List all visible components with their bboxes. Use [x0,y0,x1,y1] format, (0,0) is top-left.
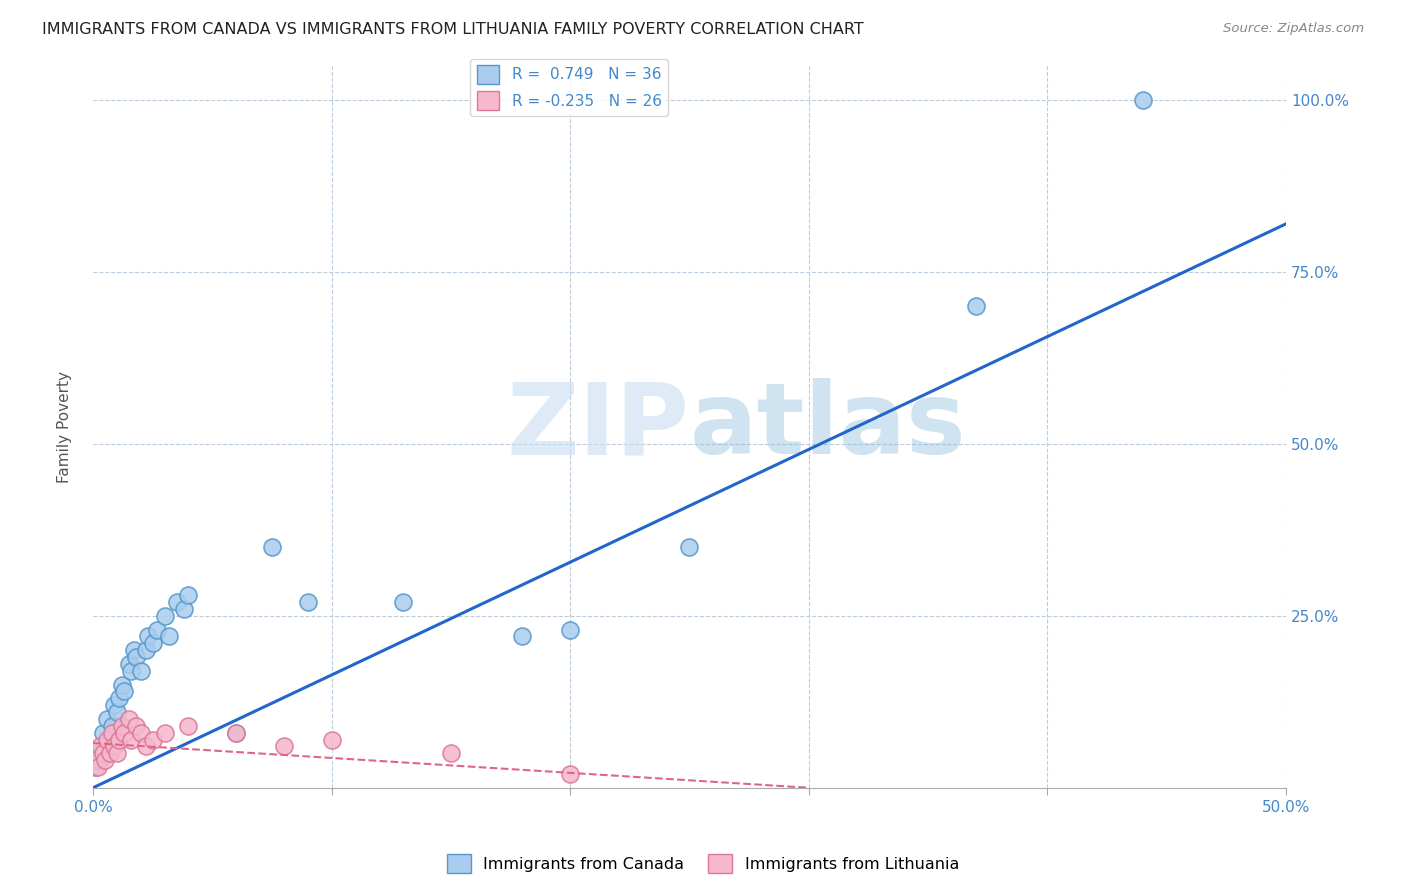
Point [260,540,283,554]
Point [965,299,987,313]
Point [512,630,534,644]
Legend: Immigrants from Canada, Immigrants from Lithuania: Immigrants from Canada, Immigrants from … [440,847,966,880]
Point [136,630,159,644]
Point [118,712,141,726]
Text: Source: ZipAtlas.com: Source: ZipAtlas.com [1223,22,1364,36]
Point [297,595,319,609]
Point [166,595,188,609]
Point [89,753,111,767]
Point [153,725,176,739]
Point [89,739,111,754]
Point [560,623,582,637]
Point [142,732,165,747]
Point [321,732,343,747]
Point [122,643,145,657]
Point [118,657,141,671]
Point [153,608,176,623]
Point [94,753,117,767]
Point [98,747,121,761]
Text: IMMIGRANTS FROM CANADA VS IMMIGRANTS FROM LITHUANIA FAMILY POVERTY CORRELATION C: IMMIGRANTS FROM CANADA VS IMMIGRANTS FRO… [42,22,863,37]
Point [146,623,169,637]
Point [129,664,152,678]
Point [440,747,463,761]
Point [134,643,156,657]
Point [125,719,148,733]
Point [142,636,165,650]
Point [177,588,200,602]
Text: ZIP: ZIP [506,378,689,475]
Point [96,712,118,726]
Point [134,739,156,754]
Point [84,753,107,767]
Point [96,732,118,747]
Point [120,732,142,747]
Point [173,602,195,616]
Point [1132,93,1154,107]
Point [112,725,135,739]
Point [91,725,114,739]
Point [392,595,415,609]
Point [108,732,131,747]
Point [129,725,152,739]
Point [177,719,200,733]
Point [111,719,134,733]
Point [273,739,295,754]
Legend: R =  0.749   N = 36, R = -0.235   N = 26: R = 0.749 N = 36, R = -0.235 N = 26 [471,59,668,116]
Point [91,747,114,761]
Point [98,732,121,747]
Point [101,725,124,739]
Point [103,698,125,713]
Point [101,719,124,733]
Point [87,760,110,774]
Point [87,747,110,761]
Point [111,677,134,691]
Point [103,739,125,754]
Point [94,739,117,754]
Point [84,760,107,774]
Text: atlas: atlas [689,378,966,475]
Point [225,725,247,739]
Point [112,684,135,698]
Y-axis label: Family Poverty: Family Poverty [58,371,72,483]
Point [120,664,142,678]
Point [108,691,131,706]
Point [157,630,180,644]
Point [105,705,128,719]
Point [678,540,700,554]
Point [225,725,247,739]
Point [105,747,128,761]
Point [125,650,148,665]
Point [560,767,582,781]
